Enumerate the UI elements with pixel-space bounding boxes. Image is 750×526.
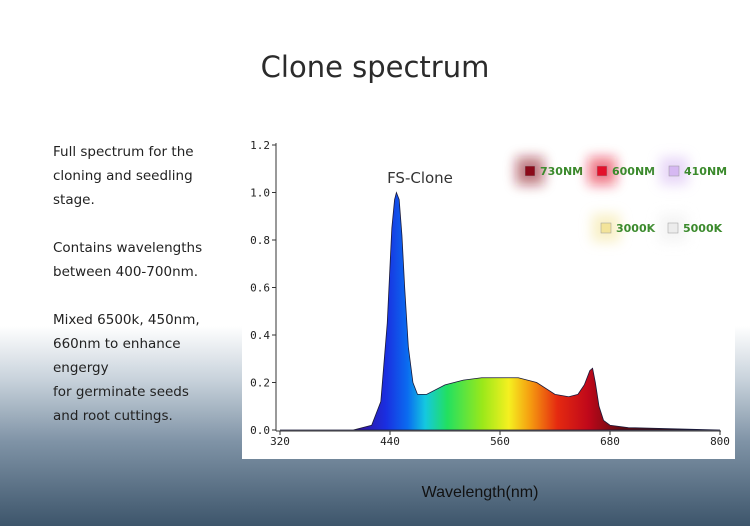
y-tick-label: 1.0 [250, 187, 270, 200]
y-tick-label: 0.0 [250, 424, 270, 437]
description: Full spectrum for the cloning and seedlin… [53, 140, 202, 452]
legend-item: 730NM [516, 157, 583, 185]
text-line: 660nm to enhance [53, 336, 181, 352]
paragraph: Full spectrum for the cloning and seedlin… [53, 140, 202, 212]
text-line: cloning and seedling [53, 168, 193, 184]
legend-label: 410NM [684, 165, 727, 178]
text-line: between 400-700nm. [53, 264, 199, 280]
legend-item: 600NM [588, 157, 655, 185]
text-line: Full spectrum for the [53, 144, 194, 160]
text-line: for germinate seeds [53, 384, 189, 400]
legend-swatch [668, 165, 680, 177]
x-axis-label: Wavelength(nm) [422, 484, 539, 501]
text-line: stage. [53, 192, 95, 208]
legend-label: 600NM [612, 165, 655, 178]
legend-label: 5000K [683, 222, 723, 235]
annotation: FS-Clone [387, 169, 453, 187]
legend-label: 3000K [616, 222, 656, 235]
x-tick-label: 800 [710, 435, 730, 448]
legend-swatch [596, 165, 608, 177]
y-tick-label: 0.8 [250, 234, 270, 247]
x-tick-label: 320 [270, 435, 290, 448]
legend-swatch [667, 222, 679, 234]
text-line: and root cuttings. [53, 408, 173, 424]
spectrum-area [280, 191, 721, 431]
legend-swatch [600, 222, 612, 234]
y-tick-label: 1.2 [250, 139, 270, 152]
x-tick-label: 440 [380, 435, 400, 448]
paragraph: Contains wavelengths between 400-700nm. [53, 236, 202, 284]
legend-item: 5000K [659, 214, 723, 242]
legend-item: 3000K [592, 214, 656, 242]
legend-swatch [524, 165, 536, 177]
text-line: Mixed 6500k, 450nm, [53, 312, 200, 328]
y-tick-label: 0.2 [250, 377, 270, 390]
y-tick-label: 0.4 [250, 329, 270, 342]
text-line: engergy [53, 360, 109, 376]
legend-label: 730NM [540, 165, 583, 178]
y-tick-label: 0.6 [250, 282, 270, 295]
page-title: Clone spectrum [260, 50, 490, 84]
paragraph: Mixed 6500k, 450nm, 660nm to enhance enger… [53, 308, 202, 428]
text-line: Contains wavelengths [53, 240, 203, 256]
x-tick-label: 560 [490, 435, 510, 448]
x-tick-label: 680 [600, 435, 620, 448]
legend-item: 410NM [660, 157, 727, 185]
